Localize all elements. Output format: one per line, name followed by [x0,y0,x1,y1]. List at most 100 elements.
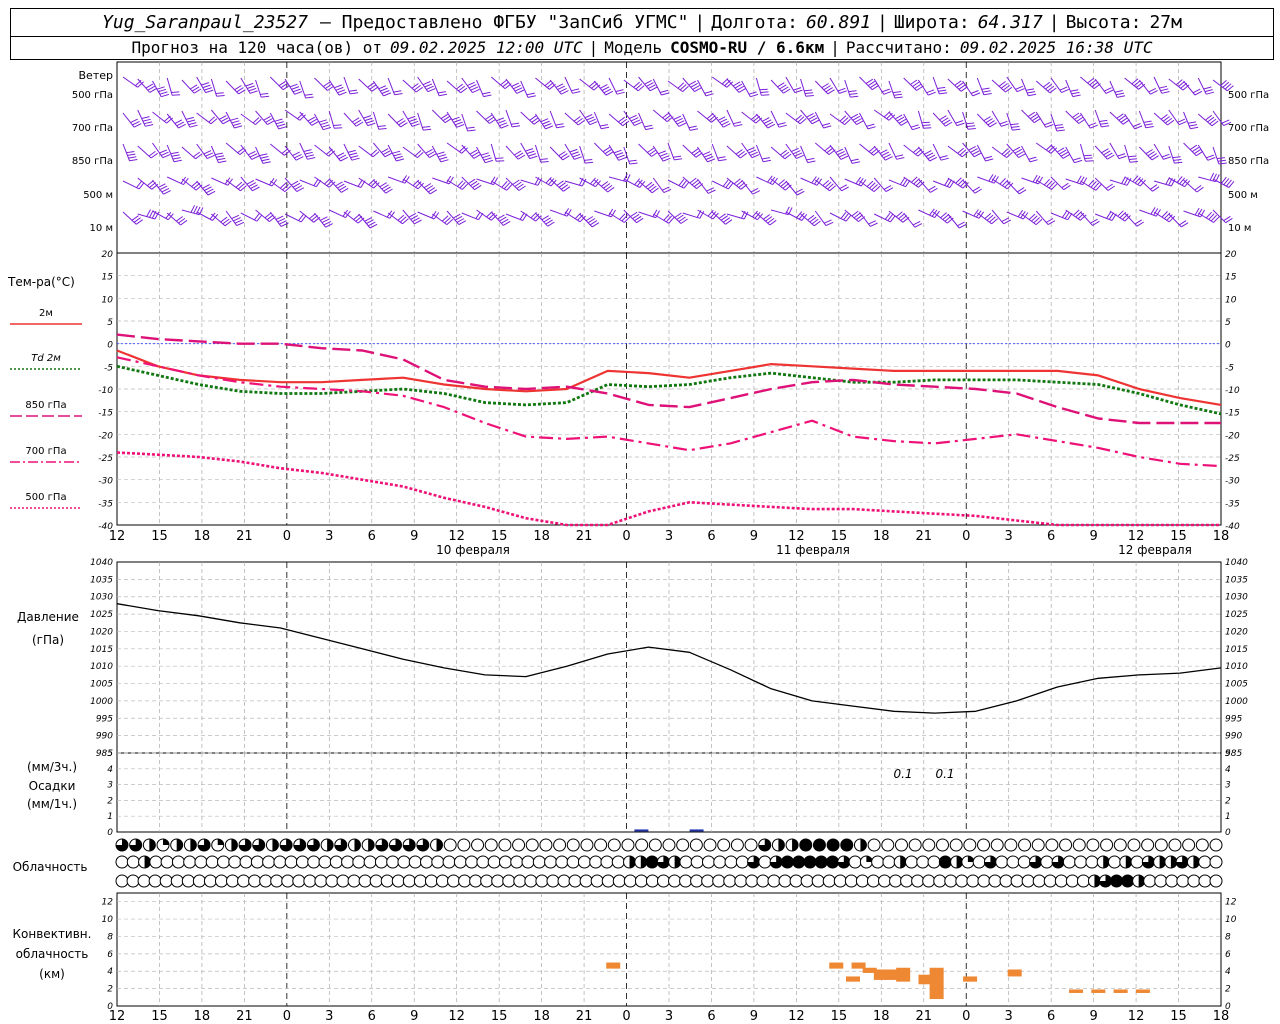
wind-barb-shaft [137,109,146,127]
wind-barb-feather [429,153,437,159]
wind-barb-feather [338,154,347,160]
wind-barb-feather [1031,115,1040,122]
wind-barb-feather [1115,92,1125,96]
wind-barb-feather [1001,148,1009,155]
wind-barb-feather [692,85,700,90]
wind-barb-feather [628,159,637,162]
wind-barb-feather [483,157,492,161]
cloud-symbol [1176,874,1190,888]
cloud-symbol [999,874,1013,888]
wind-barb-feather [956,82,964,88]
cloud-symbol [442,855,456,869]
cloud-symbol [447,874,461,888]
wind-barb-feather [1090,218,1098,224]
cloud-symbol [676,838,690,852]
wind-barb-feather [804,92,814,94]
wind-barb-feather [914,223,923,228]
wind-barb-shaft [343,211,359,224]
wind-barb-shaft [461,113,469,132]
wind-barb-shaft [255,209,270,222]
wind-barb-shaft [520,210,536,222]
wind-barb-feather [202,84,211,89]
wind-barb-feather [1107,185,1115,191]
wind-barb-feather [472,88,480,94]
wind-barb-shaft [1183,179,1198,193]
wind-barb-feather [681,180,687,188]
wind-barb-feather [377,125,386,127]
wind-barb-feather [1035,218,1043,225]
wind-barb-feather [807,214,815,221]
wind-barb-feather [620,118,628,125]
wind-barb-shaft [210,145,219,163]
wind-barb-feather [796,190,805,196]
cloud-symbol [1209,874,1223,888]
cloud-symbol [679,855,693,869]
wind-barb-feather [487,116,495,122]
wind-barb-feather [806,112,814,118]
wind-barb-feather [1085,160,1094,162]
wind-barb-feather [644,79,652,85]
cloud-symbol [1054,874,1068,888]
wind-barb-shaft [726,213,745,220]
wind-barb-feather [1018,153,1026,159]
wind-barb-feather [1074,114,1082,120]
cloud-symbol [1062,855,1076,869]
wind-barb-feather [1226,179,1232,187]
wind-barb-feather [630,117,639,122]
cloud-fill-full [1121,875,1134,887]
temp-ytick-left: -40 [98,522,113,532]
wind-barb-feather [606,150,615,157]
wind-barb-feather [413,84,421,91]
cloud-symbol [933,874,947,888]
cloud-symbol [524,874,538,888]
wind-barb-feather [941,117,949,123]
conv-bar [829,962,844,969]
cloud-symbol [341,855,355,869]
wind-barb-shaft [196,180,209,196]
cloud-symbol [988,874,1002,888]
wind-barb-feather [956,122,965,127]
wind-barb-feather [1129,161,1138,163]
wind-barb-feather [526,92,535,96]
wind-barb-feather [172,94,181,96]
wind-barb-feather [500,79,508,86]
wind-barb-feather [674,212,682,218]
wind-barb-feather [934,210,940,218]
wind-barb-shaft [1079,143,1086,162]
wind-barb-feather [615,89,624,93]
wind-barb-shaft [490,112,502,129]
wind-barb-feather [837,87,846,92]
wind-barb-shaft [1183,111,1191,129]
wind-barb-feather [337,89,346,94]
wind-barb-feather [519,212,525,220]
pressure-ytick-left: 1015 [90,645,113,655]
pressure-ytick-right: 1015 [1225,645,1248,655]
wind-barb-shaft [255,79,262,98]
cloud-symbol [171,855,185,869]
cloud-symbol [273,855,287,869]
wind-barb-feather [1220,176,1227,184]
wind-barb-feather [485,159,494,164]
wind-barb-feather [1061,210,1068,218]
wind-barb-shaft [240,113,256,126]
wind-barb-feather [290,180,299,186]
wind-barb-feather [185,116,194,120]
wind-barb-feather [373,182,380,189]
wind-barb-feather [940,212,947,219]
wind-barb-shaft [1198,212,1214,223]
cloud-symbol [900,874,914,888]
wind-barb-feather [253,213,260,221]
wind-barb-feather [733,121,742,125]
wind-barb-feather [898,118,907,124]
wind-barb-feather [924,150,932,155]
cloud-symbol [469,874,483,888]
wind-barb-feather [959,149,967,156]
cloud-symbol [137,874,151,888]
cloud-symbol [443,838,457,852]
cloud-symbol [690,855,704,869]
wind-barb-feather [968,145,976,151]
wind-barb-feather [499,216,507,222]
wind-barb-feather [433,212,440,220]
wind-barb-feather [559,87,567,93]
wind-barb-feather [1056,129,1065,132]
